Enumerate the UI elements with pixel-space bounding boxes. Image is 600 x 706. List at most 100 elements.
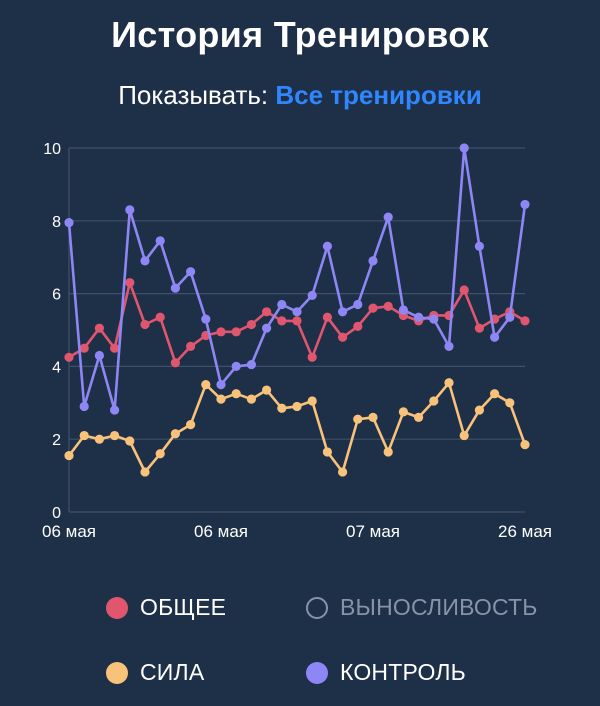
data-point-obshchee[interactable] bbox=[307, 352, 317, 362]
data-point-sila[interactable] bbox=[231, 389, 241, 399]
data-point-kontrol[interactable] bbox=[338, 307, 348, 317]
data-point-sila[interactable] bbox=[383, 447, 393, 457]
data-point-sila[interactable] bbox=[292, 401, 302, 412]
data-point-obshchee[interactable] bbox=[64, 352, 74, 362]
data-point-sila[interactable] bbox=[398, 407, 408, 417]
legend-item-vynoslivost[interactable]: ВЫНОСЛИВОСТЬ bbox=[306, 594, 538, 621]
data-point-sila[interactable] bbox=[262, 385, 272, 395]
data-point-kontrol[interactable] bbox=[110, 405, 120, 415]
data-point-kontrol[interactable] bbox=[490, 332, 500, 342]
data-point-sila[interactable] bbox=[201, 380, 211, 390]
data-point-sila[interactable] bbox=[505, 398, 515, 408]
x-tick-label: 06 мая bbox=[42, 522, 96, 541]
data-point-obshchee[interactable] bbox=[186, 341, 196, 351]
data-point-sila[interactable] bbox=[64, 450, 74, 461]
filter-label: Показывать: bbox=[118, 80, 276, 110]
data-point-sila[interactable] bbox=[520, 440, 530, 450]
data-point-kontrol[interactable] bbox=[155, 236, 165, 246]
data-point-obshchee[interactable] bbox=[246, 319, 256, 330]
data-point-kontrol[interactable] bbox=[429, 314, 439, 324]
data-point-kontrol[interactable] bbox=[307, 290, 317, 301]
data-point-obshchee[interactable] bbox=[140, 319, 150, 330]
data-point-obshchee[interactable] bbox=[277, 316, 287, 326]
data-point-kontrol[interactable] bbox=[125, 205, 135, 215]
data-point-kontrol[interactable] bbox=[474, 241, 484, 251]
data-point-obshchee[interactable] bbox=[520, 316, 530, 326]
legend-item-sila[interactable]: СИЛА bbox=[106, 659, 204, 686]
data-point-sila[interactable] bbox=[246, 394, 256, 404]
data-point-kontrol[interactable] bbox=[520, 199, 530, 210]
data-point-obshchee[interactable] bbox=[459, 285, 469, 295]
data-point-obshchee[interactable] bbox=[262, 307, 272, 317]
filter-row: Показывать: Все тренировки bbox=[0, 80, 600, 111]
data-point-obshchee[interactable] bbox=[474, 323, 484, 333]
legend-item-obshchee[interactable]: ОБЩЕЕ bbox=[106, 594, 226, 621]
filter-dropdown[interactable]: Все тренировки bbox=[275, 80, 482, 110]
y-tick-label: 10 bbox=[43, 141, 61, 158]
legend-label: КОНТРОЛЬ bbox=[340, 659, 466, 685]
data-point-sila[interactable] bbox=[322, 447, 332, 457]
data-point-kontrol[interactable] bbox=[246, 359, 256, 370]
data-point-kontrol[interactable] bbox=[459, 143, 469, 153]
data-point-obshchee[interactable] bbox=[353, 321, 363, 331]
data-point-kontrol[interactable] bbox=[64, 218, 74, 228]
data-point-sila[interactable] bbox=[353, 414, 363, 424]
data-point-kontrol[interactable] bbox=[94, 350, 104, 361]
data-point-kontrol[interactable] bbox=[353, 299, 363, 310]
data-point-kontrol[interactable] bbox=[322, 241, 332, 251]
data-point-kontrol[interactable] bbox=[262, 323, 272, 333]
legend-item-kontrol[interactable]: КОНТРОЛЬ bbox=[306, 659, 466, 686]
series-layer bbox=[64, 143, 530, 477]
data-point-sila[interactable] bbox=[155, 449, 165, 459]
data-point-kontrol[interactable] bbox=[201, 314, 211, 324]
axis-labels: 0 2 4 6 8 10 06 мая 06 мая 07 мая 26 мая bbox=[42, 141, 552, 541]
data-point-obshchee[interactable] bbox=[216, 327, 226, 337]
data-point-sila[interactable] bbox=[125, 436, 135, 446]
data-point-sila[interactable] bbox=[307, 396, 317, 406]
data-point-sila[interactable] bbox=[140, 467, 150, 477]
data-point-kontrol[interactable] bbox=[170, 283, 180, 293]
page-title: История Тренировок bbox=[111, 14, 489, 55]
data-point-sila[interactable] bbox=[368, 412, 378, 422]
data-point-obshchee[interactable] bbox=[292, 316, 302, 326]
data-point-kontrol[interactable] bbox=[277, 299, 287, 310]
data-point-sila[interactable] bbox=[79, 430, 89, 441]
data-point-kontrol[interactable] bbox=[505, 312, 515, 322]
data-point-sila[interactable] bbox=[170, 429, 180, 439]
data-point-obshchee[interactable] bbox=[94, 323, 104, 333]
data-point-sila[interactable] bbox=[459, 430, 469, 441]
data-point-kontrol[interactable] bbox=[368, 256, 378, 266]
data-point-sila[interactable] bbox=[216, 394, 226, 404]
data-point-obshchee[interactable] bbox=[125, 278, 135, 288]
data-point-sila[interactable] bbox=[110, 430, 120, 441]
data-point-kontrol[interactable] bbox=[140, 256, 150, 266]
data-point-sila[interactable] bbox=[444, 378, 454, 388]
data-point-obshchee[interactable] bbox=[170, 358, 180, 368]
data-point-kontrol[interactable] bbox=[414, 312, 424, 322]
data-point-kontrol[interactable] bbox=[383, 212, 393, 222]
data-point-sila[interactable] bbox=[338, 467, 348, 477]
data-point-sila[interactable] bbox=[429, 396, 439, 406]
data-point-kontrol[interactable] bbox=[216, 380, 226, 390]
data-point-sila[interactable] bbox=[277, 403, 287, 413]
data-point-kontrol[interactable] bbox=[398, 305, 408, 315]
data-point-sila[interactable] bbox=[186, 420, 196, 430]
data-point-kontrol[interactable] bbox=[444, 341, 454, 351]
data-point-obshchee[interactable] bbox=[322, 312, 332, 322]
data-point-obshchee[interactable] bbox=[79, 343, 89, 353]
data-point-kontrol[interactable] bbox=[292, 307, 302, 317]
data-point-obshchee[interactable] bbox=[231, 327, 241, 337]
data-point-kontrol[interactable] bbox=[231, 361, 241, 371]
data-point-kontrol[interactable] bbox=[79, 401, 89, 412]
y-tick-label: 4 bbox=[52, 359, 61, 376]
data-point-sila[interactable] bbox=[474, 405, 484, 415]
data-point-obshchee[interactable] bbox=[383, 301, 393, 311]
data-point-obshchee[interactable] bbox=[155, 312, 165, 322]
data-point-obshchee[interactable] bbox=[368, 303, 378, 313]
data-point-obshchee[interactable] bbox=[110, 343, 120, 353]
data-point-sila[interactable] bbox=[414, 412, 424, 422]
data-point-sila[interactable] bbox=[94, 434, 104, 444]
data-point-obshchee[interactable] bbox=[338, 332, 348, 342]
data-point-sila[interactable] bbox=[490, 389, 500, 399]
data-point-kontrol[interactable] bbox=[186, 267, 196, 277]
